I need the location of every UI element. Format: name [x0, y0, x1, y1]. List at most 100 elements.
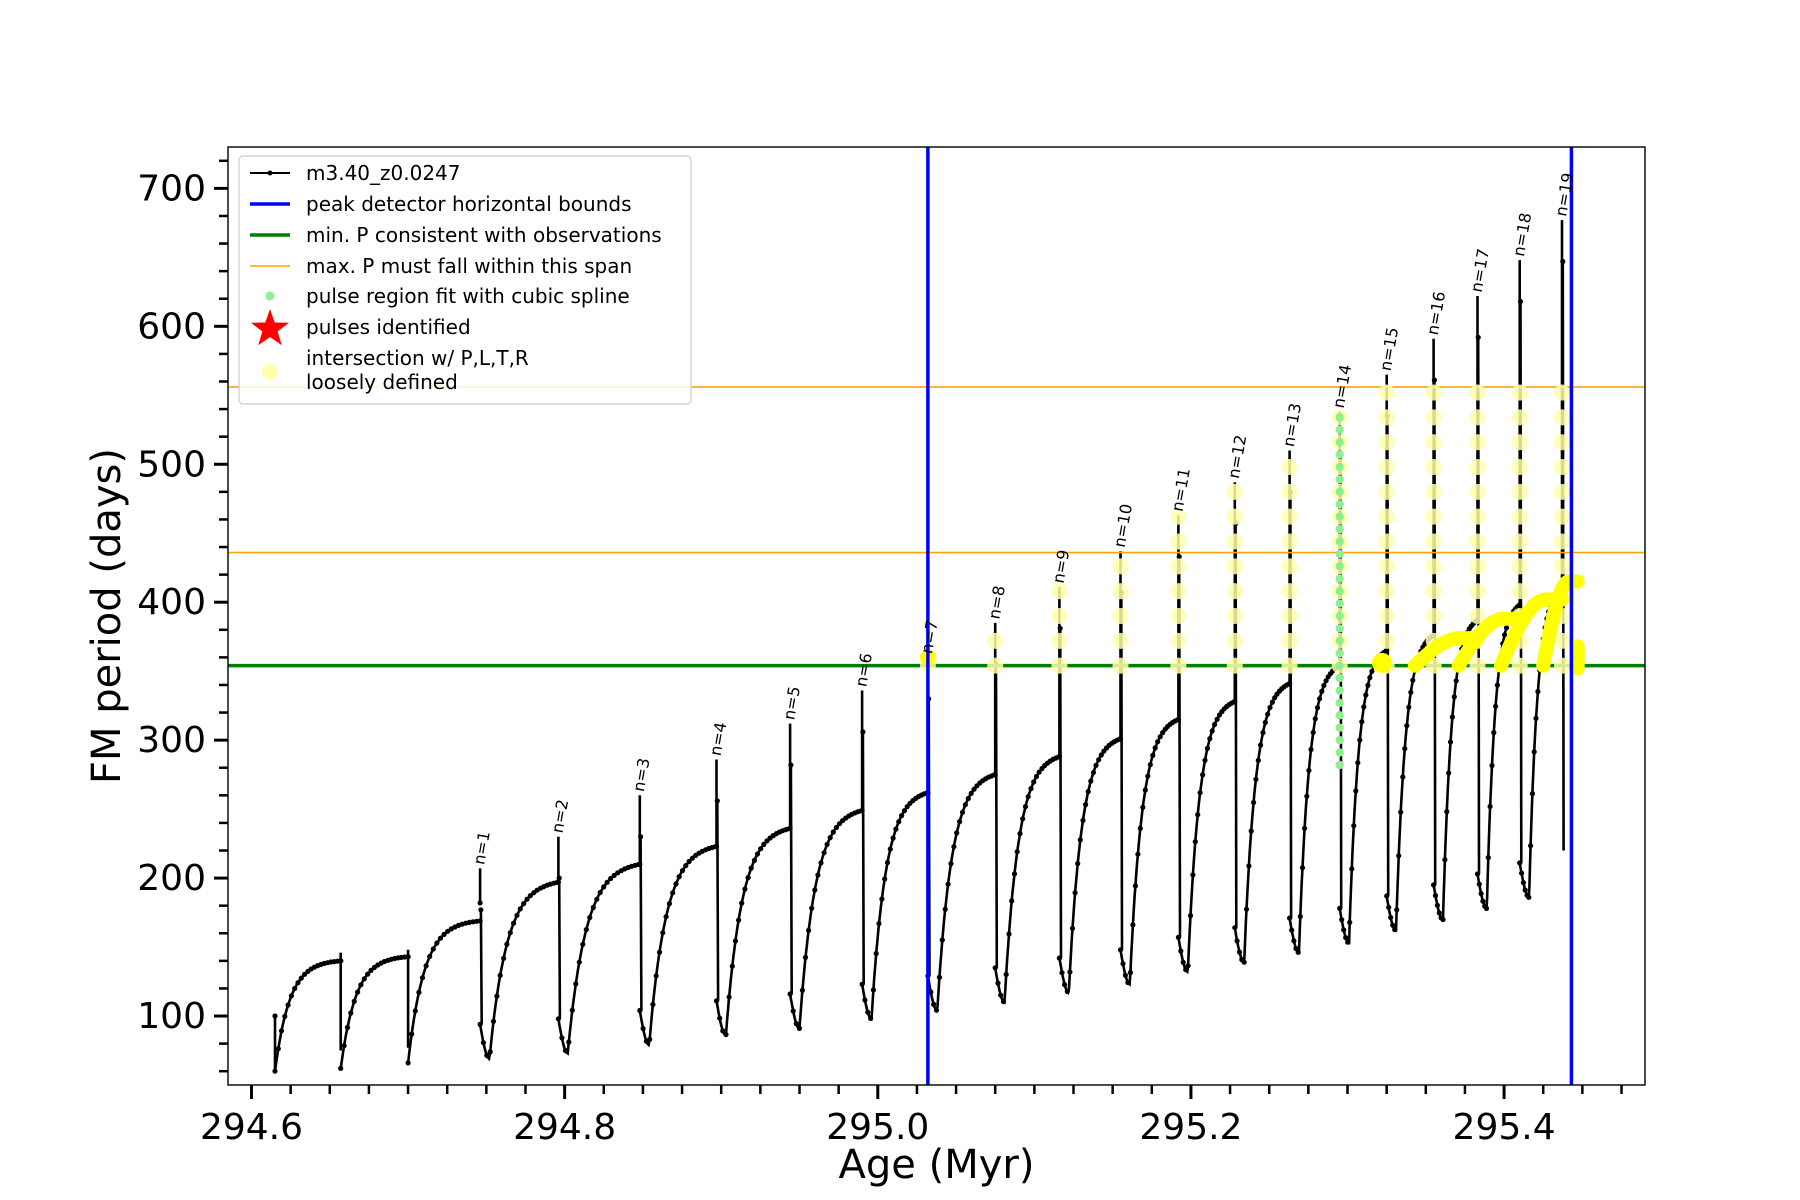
track-point: [890, 835, 896, 841]
loose-marker: [1425, 508, 1442, 525]
loose-marker: [1378, 508, 1395, 525]
loose-marker: [1511, 483, 1528, 500]
track-point: [361, 976, 367, 982]
track-segment-7: [479, 909, 483, 1025]
track-point: [650, 1001, 656, 1008]
spline-point: [1335, 487, 1344, 497]
spline-point: [1335, 549, 1344, 559]
spline-point: [1335, 636, 1344, 646]
loose-marker: [1511, 657, 1528, 674]
track-point: [292, 985, 298, 992]
loose-marker: [1281, 459, 1298, 476]
loose-marker: [1112, 657, 1129, 674]
track-point: [507, 930, 513, 936]
loose-marker: [1469, 608, 1486, 624]
track-point: [1365, 682, 1371, 688]
track-point: [1248, 828, 1254, 834]
track-point: [288, 993, 294, 999]
spline-point: [1335, 462, 1344, 472]
track-point: [1491, 730, 1497, 736]
loose-marker: [1511, 434, 1528, 451]
track-point: [1269, 699, 1275, 705]
track-point: [945, 881, 951, 887]
spline-point: [1335, 748, 1344, 757]
track-segment-19: [789, 764, 793, 995]
loose-marker: [1378, 533, 1395, 550]
loose-marker: [1281, 533, 1298, 550]
track-point: [608, 875, 614, 882]
track-point: [1267, 704, 1273, 711]
track-point: [670, 890, 676, 896]
track-point: [1028, 786, 1034, 792]
track-point: [653, 973, 659, 979]
pulse-label: n=3: [629, 756, 654, 793]
track-point: [1033, 773, 1040, 780]
track-point: [887, 846, 893, 852]
loose-marker: [1554, 632, 1571, 649]
track-point: [868, 1015, 874, 1022]
loose-marker: [1511, 409, 1528, 426]
track-point: [821, 850, 827, 856]
track-point: [965, 795, 971, 802]
track-point: [1130, 922, 1136, 928]
track-point: [1098, 752, 1104, 758]
track-point: [1243, 906, 1250, 912]
loose-marker: [1170, 657, 1187, 674]
track-point: [1319, 688, 1325, 695]
track-segment-28: [994, 664, 999, 968]
track-point: [341, 1043, 347, 1049]
pulse-label: n=2: [548, 798, 573, 835]
track-point: [497, 972, 503, 979]
y-tick-label: 100: [137, 996, 206, 1037]
track-point: [830, 829, 836, 835]
track-point: [441, 931, 447, 938]
loose-marker: [1051, 632, 1068, 649]
track-point: [1022, 804, 1029, 810]
track-point: [1036, 769, 1042, 775]
track-point: [673, 881, 679, 887]
loose-marker: [1469, 583, 1486, 600]
track-point: [1337, 905, 1343, 912]
track-point: [1361, 704, 1367, 710]
track-point: [1212, 721, 1218, 728]
axes: 294.6 294.8 295.0 295.2 295.4 100 200 300 400 500…: [84, 146, 1646, 1188]
track-point: [365, 971, 371, 977]
track-point: [358, 982, 364, 988]
track-point: [1187, 913, 1194, 919]
track-point: [1398, 809, 1404, 815]
track-point: [1478, 891, 1484, 897]
y-tick-label: 200: [137, 858, 206, 899]
track-point: [1323, 678, 1329, 684]
track-point: [827, 835, 833, 841]
loose-marker: [1112, 583, 1129, 600]
track-point: [862, 997, 868, 1003]
track-point: [1241, 959, 1247, 965]
track-point: [1069, 925, 1076, 931]
track-point: [569, 1007, 575, 1013]
track-point: [1446, 770, 1452, 776]
track-point: [1287, 681, 1293, 687]
y-tick-label: 500: [137, 444, 206, 485]
track-point: [1260, 730, 1266, 736]
track-point: [1175, 716, 1181, 723]
track-point: [1560, 258, 1566, 265]
loose-marker: [1170, 558, 1187, 575]
track-point: [1487, 803, 1493, 810]
track-point: [298, 975, 304, 981]
pulse-label: n=18: [1509, 211, 1535, 258]
track-point: [1175, 934, 1181, 941]
track-point: [275, 1046, 281, 1052]
spline-point: [1335, 425, 1344, 434]
track-point: [1434, 902, 1440, 908]
loose-marker: [1554, 533, 1571, 550]
track-point: [1265, 711, 1271, 717]
loose-marker: [1425, 533, 1442, 550]
loose-marker: [1469, 409, 1486, 426]
track-point: [1520, 880, 1526, 886]
track-point: [1449, 714, 1455, 720]
track-point: [1402, 746, 1408, 752]
loose-marker: [1170, 533, 1187, 550]
track-point: [1096, 757, 1102, 763]
loose-marker: [1226, 483, 1243, 500]
pulse-label: n=7: [917, 619, 942, 656]
